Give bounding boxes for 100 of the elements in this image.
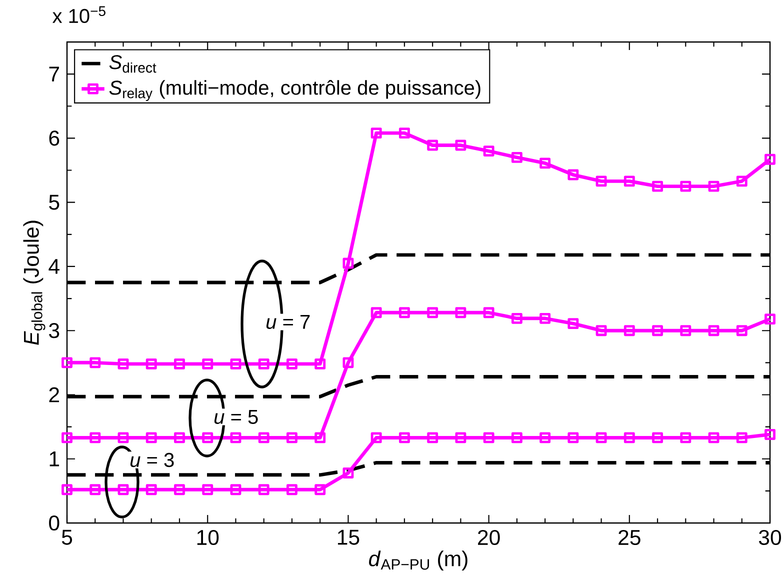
point (398, 307, 410, 318)
point (118, 484, 129, 496)
point (62, 484, 72, 496)
point (596, 176, 607, 187)
x-tick-label: 30 (758, 530, 782, 546)
point (427, 140, 438, 151)
y-tick-label: 1 (50, 452, 60, 466)
point (427, 432, 438, 444)
point (483, 307, 494, 318)
legend-label: S$_{direct}$ (109, 55, 156, 73)
y-tick-label: 4 (48, 259, 60, 274)
text: x 10$^{−5}$ (52, 6, 106, 24)
point (174, 484, 185, 496)
legend-label: S$_{relay}$ (multi−mode, contrôle de puissance) (109, 80, 480, 102)
point (202, 484, 214, 496)
point (568, 432, 579, 444)
y-tick-label: 3 (49, 323, 60, 338)
point (680, 325, 692, 336)
x-axis-title: d$_{AP−PU}$ (m) (369, 550, 468, 571)
point (286, 484, 298, 496)
point (230, 432, 242, 444)
point (708, 432, 720, 444)
x-tick-label: 15 (338, 530, 360, 545)
point (596, 325, 607, 336)
point (146, 484, 157, 496)
point (652, 325, 663, 336)
point (680, 180, 692, 192)
y-tick-label: 5 (49, 194, 60, 210)
point (736, 325, 748, 336)
point (370, 432, 382, 444)
point (258, 484, 270, 496)
point (230, 358, 242, 370)
x-tick-label: 25 (618, 530, 640, 546)
y-tick-label: 2 (49, 387, 59, 402)
point (90, 357, 101, 368)
point (540, 158, 551, 169)
point (427, 307, 438, 318)
point (202, 358, 214, 370)
point (511, 152, 522, 163)
point (258, 432, 270, 444)
point (736, 176, 748, 187)
point (90, 484, 101, 496)
annotation: u = 3 (130, 452, 174, 468)
y-tick-label: 7 (49, 66, 59, 82)
point (146, 358, 157, 370)
point (398, 128, 410, 139)
point (511, 312, 522, 324)
point (652, 180, 663, 192)
point (286, 432, 298, 444)
point (314, 484, 326, 496)
point (342, 357, 354, 368)
point (568, 318, 579, 330)
point (624, 325, 635, 336)
point (708, 325, 720, 336)
point (596, 432, 607, 444)
point (511, 432, 522, 444)
point (62, 357, 72, 368)
point (314, 358, 326, 370)
point (118, 432, 129, 444)
x-tick-label: 10 (197, 530, 219, 546)
point (314, 432, 326, 444)
point (174, 432, 185, 444)
point (652, 432, 663, 444)
point (62, 432, 72, 444)
point (708, 180, 720, 192)
point (118, 358, 129, 370)
point (455, 432, 466, 444)
point (370, 307, 382, 318)
annotation: u = 7 (266, 315, 310, 329)
point (230, 484, 242, 496)
point (568, 169, 579, 180)
x-tick-label: 5 (62, 530, 72, 545)
point (455, 140, 466, 151)
point (624, 176, 635, 187)
point (483, 432, 494, 444)
point (764, 314, 776, 325)
x-tick-label: 20 (478, 530, 500, 546)
y-axis-title: E$_{global}$ (Joule) (23, 220, 46, 345)
point (202, 432, 214, 444)
point (540, 312, 551, 324)
point (736, 432, 748, 444)
point (540, 432, 551, 444)
y-tick-label: 6 (49, 130, 60, 146)
point (146, 432, 157, 444)
point (680, 432, 692, 444)
point (398, 432, 410, 444)
point (90, 432, 101, 444)
point (624, 432, 635, 444)
y-tick-label: 0 (49, 515, 60, 531)
point (764, 154, 776, 165)
point (764, 429, 776, 440)
point (286, 358, 298, 370)
annotation: u = 5 (214, 410, 258, 424)
point (342, 468, 354, 478)
point (370, 128, 382, 139)
point (455, 307, 466, 318)
point (342, 258, 354, 269)
point (174, 358, 185, 370)
point (483, 146, 494, 156)
point (258, 358, 270, 370)
